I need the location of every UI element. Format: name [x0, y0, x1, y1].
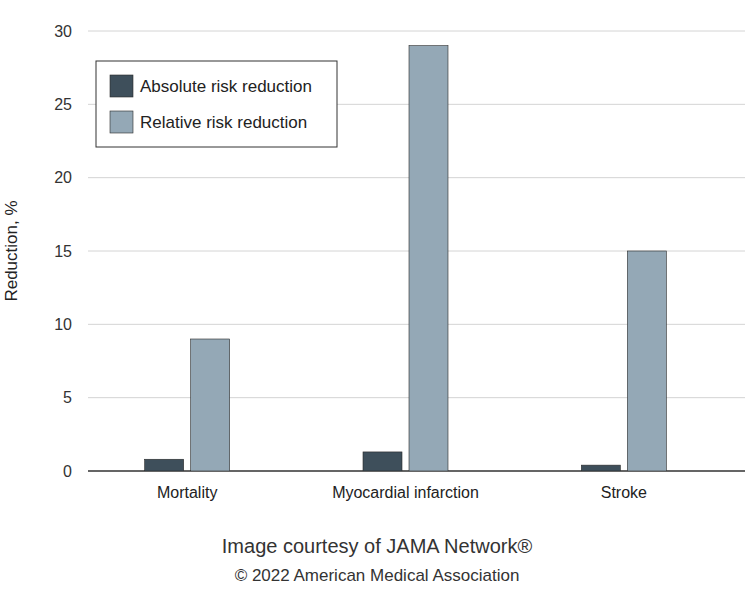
x-tick-label: Stroke: [601, 484, 647, 501]
chart-root: 0 5 10 15 20 25 30 Mortality Myocardial infarcti…: [0, 0, 754, 602]
legend-swatch: [110, 75, 133, 97]
y-tick-label: 20: [54, 169, 72, 186]
bar: [581, 465, 620, 471]
annotation: Image courtesy of JAMA Network®: [222, 535, 533, 557]
y-tick-label: 5: [63, 389, 72, 406]
y-tick-label: 30: [54, 23, 72, 40]
bar: [191, 339, 230, 471]
bar: [627, 251, 666, 471]
bar: [363, 452, 402, 471]
x-tick-label: Mortality: [157, 484, 217, 501]
x-tick-label: Myocardial infarction: [332, 484, 479, 501]
legend-label: Absolute risk reduction: [140, 77, 312, 96]
y-tick-label: 0: [63, 463, 72, 480]
legend-box: [96, 61, 337, 147]
y-tick-label: 10: [54, 316, 72, 333]
grid-line: [88, 31, 745, 32]
y-axis-label: Reduction, %: [2, 200, 21, 301]
annotation: © 2022 American Medical Association: [235, 566, 520, 585]
bar: [145, 459, 184, 471]
chart-svg: 0 5 10 15 20 25 30 Mortality Myocardial infarcti…: [0, 0, 754, 602]
grid: [88, 31, 745, 471]
legend-label: Relative risk reduction: [140, 113, 307, 132]
y-tick-label: 15: [54, 243, 72, 260]
legend: Absolute risk reduction Relative risk red…: [96, 61, 337, 147]
bar: [409, 46, 448, 471]
y-tick-label: 25: [54, 96, 72, 113]
legend-swatch: [110, 111, 133, 133]
